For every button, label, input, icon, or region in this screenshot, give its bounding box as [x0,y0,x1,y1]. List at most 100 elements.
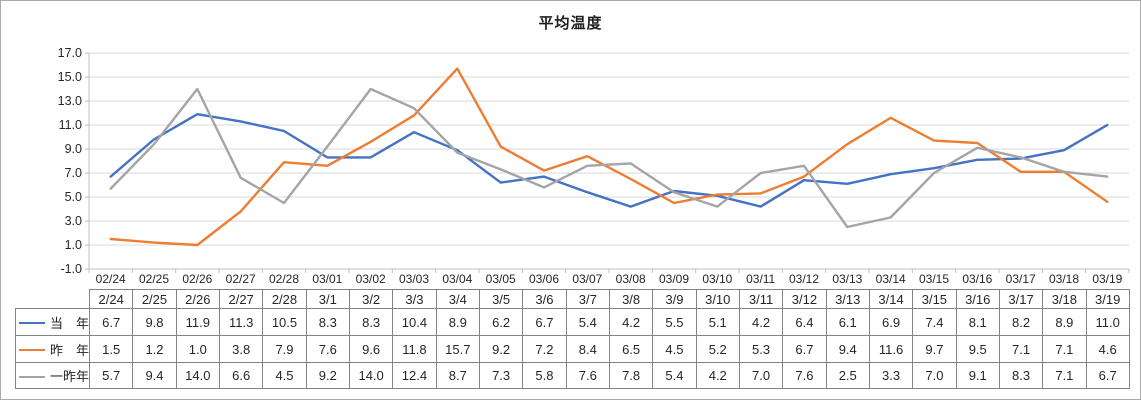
x-axis-label: 03/01 [312,272,342,286]
x-axis-label: 03/11 [746,272,775,286]
value-cell: 6.7 [88,308,134,336]
x-axis-label: 03/17 [1006,272,1036,286]
value-cell: 6.6 [218,362,264,389]
date-cell: 2/25 [132,289,177,309]
x-axis-label: 03/08 [616,272,646,286]
value-cell: 10.4 [392,308,437,336]
series-name: 当 年 [50,315,90,331]
table-series-row: 一昨年 5.7 9.4 14.0 6.6 4.5 9.2 14.0 12.4 8.7 7.3 5.8 7… [15,362,1130,389]
date-cell: 3/7 [565,289,610,309]
value-cell: 5.4 [565,308,610,336]
y-axis-label: 7.0 [65,166,82,180]
y-axis-label: 9.0 [65,142,82,156]
value-cell: 7.1 [1042,362,1087,389]
series-line-2 [109,87,1109,229]
value-cell: 9.4 [132,362,177,389]
value-cell: 7.6 [305,335,350,363]
value-cell: 6.5 [608,335,654,363]
date-cell: 3/14 [868,289,914,309]
value-cell: 8.7 [435,362,480,389]
x-axis-label: 03/19 [1092,272,1122,286]
value-cell: 8.1 [955,308,1000,336]
value-cell: 1.0 [175,335,220,363]
value-cell: 5.1 [695,308,740,336]
date-cell: 3/19 [1085,289,1130,309]
series-name: 一昨年 [50,369,90,384]
value-cell: 9.4 [825,335,870,363]
value-cell: 7.0 [912,362,957,389]
value-cell: 8.3 [305,308,350,336]
y-axis-label: 1.0 [65,238,82,252]
value-cell: 3.3 [868,362,914,389]
value-cell: 6.7 [1085,362,1130,389]
value-cell: 6.7 [522,308,567,336]
x-axis-label: 03/10 [702,272,732,286]
table-date-row: 2/24 2/25 2/26 2/27 2/28 3/1 3/2 3/3 3/4 3/5 3/6 3/… [16,289,1130,309]
value-cell: 7.9 [262,335,307,363]
y-axis-label: -1.0 [60,262,82,276]
x-axis-label: 03/18 [1049,272,1079,286]
value-cell: 4.6 [1085,335,1130,363]
x-axis-label: 03/14 [876,272,906,286]
date-cell: 3/2 [348,289,394,309]
value-cell: 10.5 [262,308,307,336]
value-cell: 9.6 [348,335,394,363]
value-cell: 6.4 [782,308,827,336]
value-cell: 9.2 [305,362,350,389]
value-cell: 7.8 [608,362,654,389]
date-cell: 3/5 [478,289,524,309]
date-cell: 3/16 [955,289,1000,309]
x-axis-label: 03/16 [962,272,992,286]
value-cell: 11.8 [392,335,437,363]
table-series-row: 当 年 6.7 9.8 11.9 11.3 10.5 8.3 8.3 10.4 8.9 6.2 6.7… [15,308,1130,336]
date-cell: 3/13 [825,289,870,309]
date-cell: 3/1 [305,289,350,309]
value-cell: 4.2 [695,362,740,389]
date-cell: 3/10 [695,289,740,309]
x-axis-label: 03/15 [919,272,949,286]
date-cell: 3/6 [522,289,567,309]
date-cell: 3/18 [1042,289,1087,309]
legend-key-icon [19,322,45,325]
table-corner [16,290,90,309]
y-axis-label: 11.0 [59,118,82,132]
series-line-0 [109,112,1109,208]
value-cell: 4.2 [738,308,784,336]
value-cell: 14.0 [175,362,220,389]
date-cell: 3/17 [998,289,1044,309]
value-cell: 1.2 [132,335,177,363]
date-cell: 2/27 [218,289,264,309]
y-axis-label: 5.0 [65,190,82,204]
value-cell: 2.5 [825,362,870,389]
y-axis-label: 17.0 [58,46,82,60]
value-cell: 6.1 [825,308,870,336]
value-cell: 8.4 [565,335,610,363]
x-axis-label: 03/07 [572,272,602,286]
value-cell: 4.5 [652,335,697,363]
series-name: 昨 年 [50,342,90,358]
value-cell: 7.1 [998,335,1044,363]
date-cell: 3/15 [912,289,957,309]
value-cell: 7.6 [565,362,610,389]
value-cell: 3.8 [218,335,264,363]
value-cell: 5.8 [522,362,567,389]
series-label-cell: 昨 年 [15,335,90,363]
date-cell: 2/26 [175,289,220,309]
value-cell: 11.6 [868,335,914,363]
x-axis-label: 02/28 [269,272,299,286]
value-cell: 8.3 [348,308,394,336]
value-cell: 7.0 [738,362,784,389]
value-cell: 1.5 [88,335,134,363]
x-axis-label: 03/04 [442,272,472,286]
value-cell: 11.0 [1085,308,1130,336]
value-cell: 8.9 [1042,308,1087,336]
x-axis-label: 03/13 [832,272,862,286]
x-axis-label: 03/12 [789,272,819,286]
value-cell: 15.7 [435,335,480,363]
legend-key-icon [19,375,45,378]
legend-key-icon [19,349,45,352]
x-axis-label: 03/05 [486,272,516,286]
x-axis-label: 03/02 [356,272,386,286]
value-cell: 6.9 [868,308,914,336]
